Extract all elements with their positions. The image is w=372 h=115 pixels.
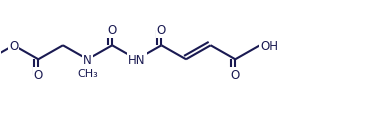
Text: OH: OH xyxy=(260,39,278,52)
Text: N: N xyxy=(83,53,92,66)
Text: O: O xyxy=(9,39,18,52)
Text: O: O xyxy=(231,69,240,81)
Text: HN: HN xyxy=(128,53,145,66)
Text: CH₃: CH₃ xyxy=(77,68,98,78)
Text: O: O xyxy=(157,24,166,37)
Text: O: O xyxy=(108,24,117,37)
Text: O: O xyxy=(34,69,43,81)
